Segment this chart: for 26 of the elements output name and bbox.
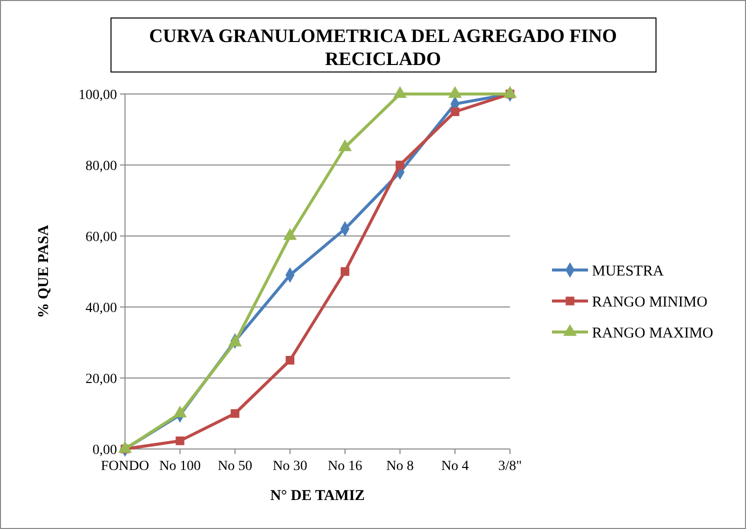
point (286, 356, 294, 365)
y-axis-title: % QUE PASA (36, 224, 52, 318)
y-tick-label: 100,00 (78, 88, 117, 103)
point (450, 107, 460, 116)
legend-label: RANGO MAXIMO (592, 325, 714, 342)
chart-title: CURVA GRANULOMETRICA DEL AGREGADO FINO RECICLADO (149, 26, 617, 70)
x-tick-label: No 100 (159, 459, 201, 474)
x-tick-label: No 16 (328, 459, 362, 474)
x-tick-label: No 8 (386, 459, 414, 474)
x-axis-title: N° DE TAMIZ (270, 488, 365, 504)
x-tick-label: 3/8" (498, 459, 522, 474)
x-tick-label: No 50 (218, 459, 252, 474)
y-tick-label: 40,00 (86, 300, 117, 316)
point (340, 267, 350, 276)
legend-label: MUESTRA (592, 263, 664, 280)
x-tick-label: FONDO (100, 459, 150, 474)
point (230, 409, 240, 418)
y-tick-label: 80,00 (86, 158, 117, 174)
x-tick-label: No 4 (441, 459, 469, 474)
legend-label: RANGO MINIMO (592, 294, 708, 310)
y-tick-label: 60,00 (86, 230, 117, 245)
y-tick-label: 0,00 (92, 442, 117, 458)
y-tick-label: 20,00 (86, 372, 117, 387)
x-tick-label: No 30 (272, 459, 308, 474)
point (396, 160, 404, 170)
point (176, 436, 184, 446)
